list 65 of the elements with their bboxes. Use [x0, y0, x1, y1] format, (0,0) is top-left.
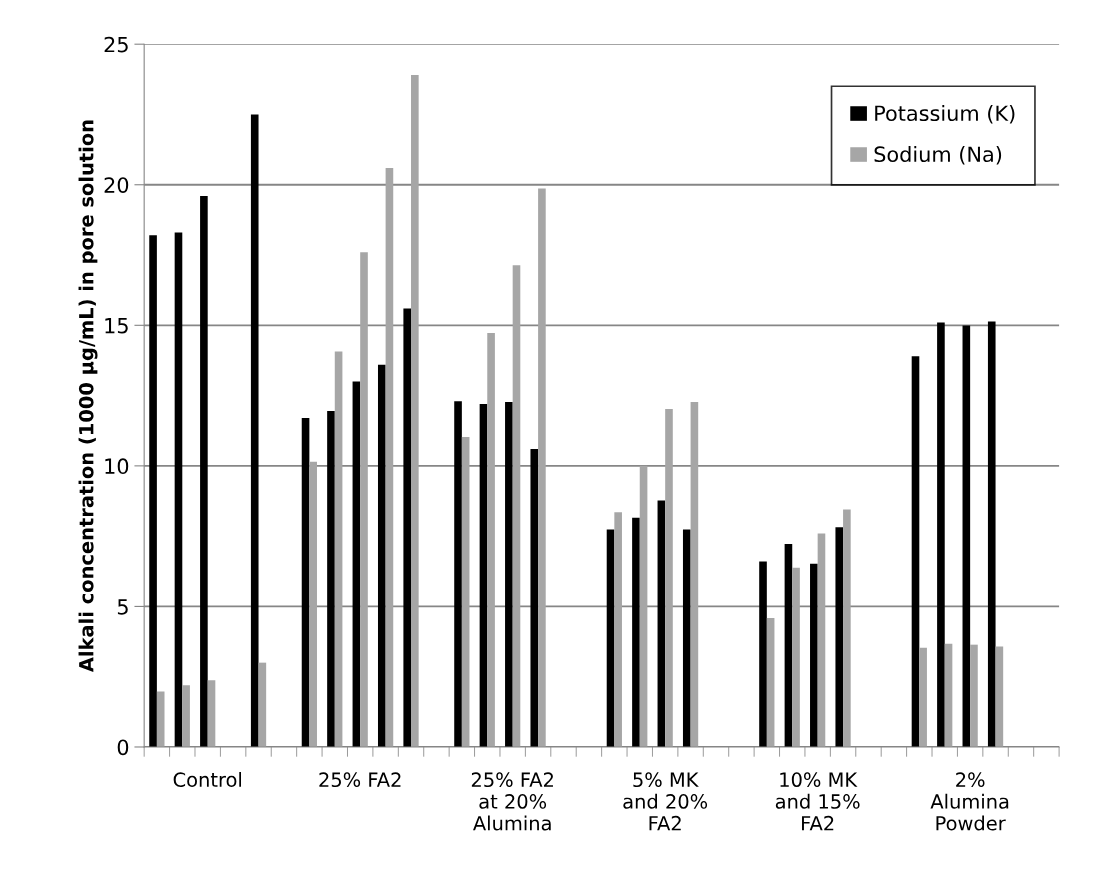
- bar: [665, 409, 673, 747]
- bar: [250, 114, 259, 747]
- bar: [258, 662, 267, 747]
- bar: [352, 381, 361, 747]
- bar: [377, 364, 386, 747]
- bar: [987, 321, 996, 747]
- bar: [944, 643, 953, 747]
- bar: [792, 567, 800, 747]
- bar: [639, 465, 648, 747]
- bar: [919, 647, 927, 747]
- bar: [530, 449, 539, 747]
- x-tick-label: 25% FA2: [319, 772, 401, 788]
- bar: [479, 404, 488, 747]
- bar: [505, 402, 513, 747]
- bar: [360, 252, 368, 747]
- bar: [657, 500, 666, 747]
- bar: [810, 563, 818, 747]
- x-tick-label: 10% MK and 15% FA2: [775, 772, 860, 831]
- legend-label: Sodium (Na): [874, 145, 1002, 165]
- bar: [182, 685, 190, 747]
- bar: [200, 196, 208, 747]
- bar: [327, 411, 335, 747]
- bar: [911, 356, 920, 747]
- bar: [411, 75, 419, 747]
- y-tick-label: 5: [117, 599, 128, 615]
- bar: [334, 351, 343, 747]
- bar: [606, 529, 615, 747]
- bar: [301, 418, 310, 747]
- y-tick-label: 25: [104, 36, 128, 53]
- bar: [156, 691, 165, 747]
- bar: [759, 561, 767, 747]
- bar: [538, 188, 546, 747]
- x-tick-label: 25% FA2 at 20% Alumina: [471, 772, 553, 831]
- bar: [682, 529, 691, 747]
- x-tick-label: 2% Alumina Powder: [930, 772, 1009, 831]
- bar: [512, 265, 521, 747]
- bar: [149, 235, 157, 747]
- legend-label: Potassium (K): [875, 104, 1015, 124]
- bar: [309, 461, 317, 747]
- bar: [207, 680, 216, 747]
- bar: [817, 533, 826, 747]
- y-tick-label: 10: [105, 458, 129, 475]
- bar: [454, 401, 462, 747]
- bar: [461, 436, 470, 747]
- bar: [487, 332, 495, 747]
- bar: [843, 509, 851, 747]
- bar: [403, 308, 412, 747]
- y-tick-label: 0: [117, 739, 129, 756]
- y-tick-label: 20: [104, 177, 129, 193]
- bar: [174, 232, 183, 747]
- bar: [766, 617, 775, 747]
- bar: [614, 512, 622, 747]
- bar: [995, 646, 1004, 747]
- bar: [835, 527, 844, 747]
- x-tick-label: 5% MK and 20% FA2: [623, 772, 708, 831]
- bar: [690, 402, 699, 747]
- bar: [962, 325, 971, 747]
- bar: [385, 167, 394, 747]
- y-axis-title: Alkali concentration (1000 µg/mL) in pore solution: [78, 120, 98, 673]
- bar: [970, 644, 978, 747]
- y-tick-label: 15: [105, 318, 128, 334]
- bar: [784, 544, 793, 747]
- bar: [937, 322, 945, 747]
- x-tick-label: Control: [173, 771, 242, 788]
- bar: [632, 517, 640, 747]
